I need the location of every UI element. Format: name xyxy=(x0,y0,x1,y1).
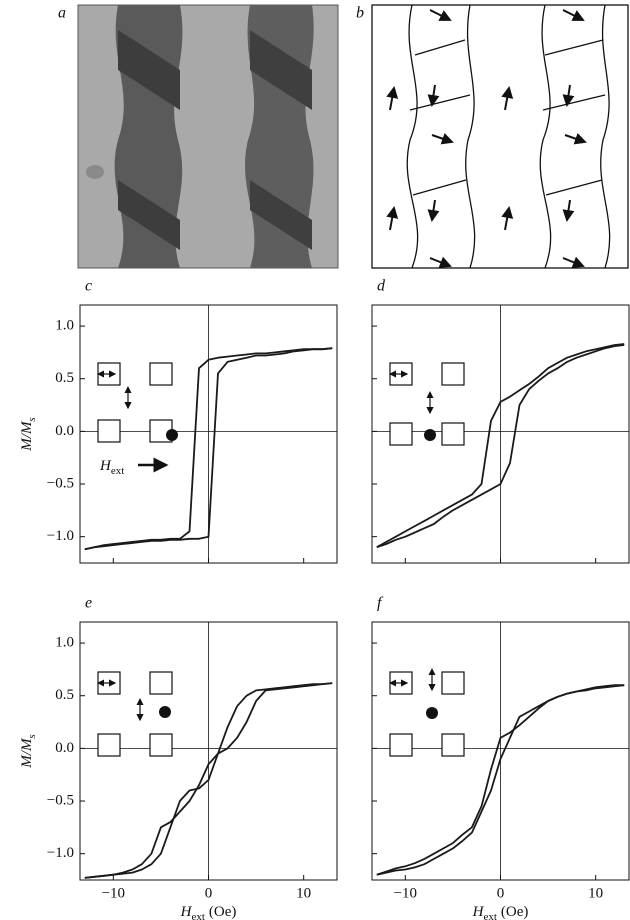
y-tick-label: 1.0 xyxy=(55,317,74,333)
x-label-sub: ext xyxy=(483,911,496,920)
panel-label: e xyxy=(85,595,92,612)
annotation-sub: ext xyxy=(111,465,124,477)
domain-sketch-panel: b xyxy=(356,5,628,268)
panel-label: b xyxy=(356,5,364,22)
x-tick-label: 0 xyxy=(205,885,213,901)
inset-square xyxy=(390,423,412,445)
inset-square xyxy=(442,734,464,756)
panel-label: c xyxy=(85,278,92,295)
inset-square xyxy=(150,734,172,756)
y-label-sub: s xyxy=(26,417,38,421)
inset-schematic: Hext xyxy=(98,363,178,477)
y-label-main: M/M xyxy=(19,737,35,769)
inset-square xyxy=(150,363,172,385)
hysteresis-plot: d xyxy=(372,278,629,563)
hysteresis-plot: c −1.0 −0.5 0.0 0.5 1.0 M/Ms Hext xyxy=(19,278,337,563)
inset-square xyxy=(390,734,412,756)
panel-label: a xyxy=(58,5,66,22)
x-axis-label: Hext(Oe) xyxy=(180,904,237,920)
x-tick-label: −10 xyxy=(394,885,417,901)
inset-square xyxy=(98,420,120,442)
y-tick-label: 0.5 xyxy=(55,370,74,386)
inset-square xyxy=(98,734,120,756)
y-tick-label: −1.0 xyxy=(47,845,74,861)
y-axis-label: M/Ms xyxy=(19,417,37,451)
inset-dot xyxy=(159,706,171,718)
x-label-unit: (Oe) xyxy=(209,904,236,920)
y-axis-label: M/Ms xyxy=(19,734,37,768)
inset-square xyxy=(442,423,464,445)
y-tick-label: −1.0 xyxy=(47,528,74,544)
x-tick-label: 10 xyxy=(296,885,311,901)
y-tick-label: 1.0 xyxy=(55,634,74,650)
y-tick-label: 0.0 xyxy=(55,423,74,439)
micrograph-panel: a xyxy=(58,5,338,268)
x-tick-label: 0 xyxy=(497,885,505,901)
x-tick-label: 10 xyxy=(588,885,603,901)
inset-dot xyxy=(166,429,178,441)
inset-schematic xyxy=(390,363,464,445)
y-tick-label: 0.5 xyxy=(55,687,74,703)
x-axis-label: Hext(Oe) xyxy=(472,904,529,920)
x-label-sub: ext xyxy=(191,911,204,920)
inset-schematic xyxy=(390,672,464,756)
inset-schematic xyxy=(98,672,172,756)
figure: a b c−1.0−0.50.00.51.0M/MsHextde−1.0−0.5… xyxy=(0,0,630,920)
y-label-main: M/M xyxy=(19,420,35,452)
inset-square xyxy=(442,672,464,694)
inset-dot xyxy=(424,429,436,441)
field-annotation: Hext xyxy=(99,458,124,476)
y-tick-label: 0.0 xyxy=(55,740,74,756)
panel-label: f xyxy=(377,595,384,612)
y-tick-label: −0.5 xyxy=(47,792,74,808)
x-tick-label: −10 xyxy=(102,885,125,901)
y-label-sub: s xyxy=(26,734,38,738)
inset-square xyxy=(150,672,172,694)
inset-dot xyxy=(426,707,438,719)
panel-label: d xyxy=(377,278,386,295)
inset-square xyxy=(442,363,464,385)
y-tick-label: −0.5 xyxy=(47,475,74,491)
x-label-unit: (Oe) xyxy=(501,904,528,920)
